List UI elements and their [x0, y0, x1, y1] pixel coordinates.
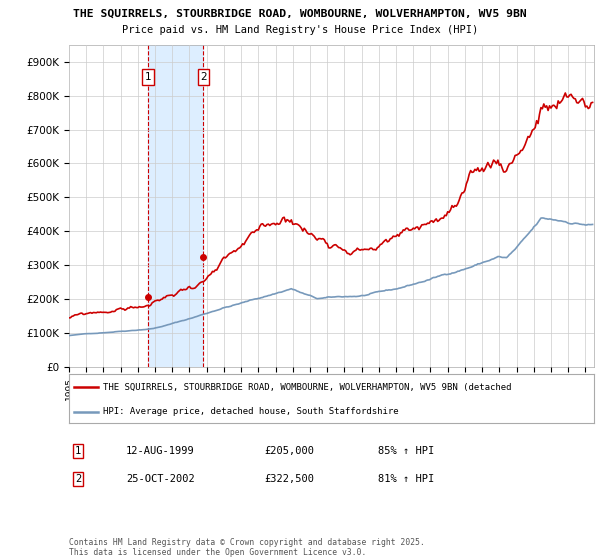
Text: HPI: Average price, detached house, South Staffordshire: HPI: Average price, detached house, Sout… — [103, 408, 399, 417]
Text: Contains HM Land Registry data © Crown copyright and database right 2025.
This d: Contains HM Land Registry data © Crown c… — [69, 538, 425, 557]
Text: 2: 2 — [200, 72, 207, 82]
Text: £205,000: £205,000 — [264, 446, 314, 456]
Text: THE SQUIRRELS, STOURBRIDGE ROAD, WOMBOURNE, WOLVERHAMPTON, WV5 9BN (detached: THE SQUIRRELS, STOURBRIDGE ROAD, WOMBOUR… — [103, 383, 512, 392]
Text: 12-AUG-1999: 12-AUG-1999 — [126, 446, 195, 456]
Text: 2: 2 — [75, 474, 81, 484]
Text: 1: 1 — [75, 446, 81, 456]
Text: THE SQUIRRELS, STOURBRIDGE ROAD, WOMBOURNE, WOLVERHAMPTON, WV5 9BN: THE SQUIRRELS, STOURBRIDGE ROAD, WOMBOUR… — [73, 8, 527, 18]
Text: Price paid vs. HM Land Registry's House Price Index (HPI): Price paid vs. HM Land Registry's House … — [122, 25, 478, 35]
Text: 81% ↑ HPI: 81% ↑ HPI — [378, 474, 434, 484]
Text: 85% ↑ HPI: 85% ↑ HPI — [378, 446, 434, 456]
Text: 1: 1 — [145, 72, 152, 82]
Text: 25-OCT-2002: 25-OCT-2002 — [126, 474, 195, 484]
Text: £322,500: £322,500 — [264, 474, 314, 484]
Bar — [148, 45, 203, 367]
